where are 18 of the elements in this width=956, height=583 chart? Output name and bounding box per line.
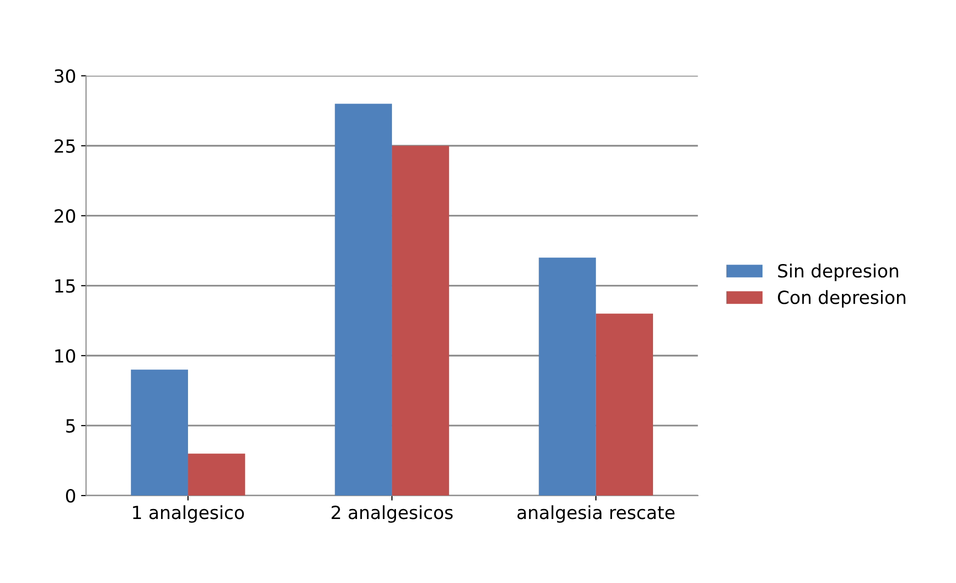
y-tick-label: 10 [55, 349, 76, 363]
y-tick-label: 5 [66, 419, 75, 433]
x-tick-label: analgesia rescate [517, 505, 674, 523]
bar [334, 104, 392, 496]
y-tick-label: 15 [55, 279, 75, 293]
legend-label: Sin depresion [778, 264, 898, 282]
x-tick-label: 1 analgesico [133, 505, 244, 523]
y-tick-label: 20 [54, 209, 76, 223]
bar [392, 146, 450, 496]
y-tick-label: 0 [66, 489, 76, 503]
y-tick-label: 30 [54, 69, 76, 83]
bar [538, 258, 596, 496]
legend-label: Con depresion [778, 290, 906, 308]
bar [596, 314, 654, 496]
bar [188, 454, 246, 496]
bar [130, 370, 188, 496]
y-tick-label: 25 [54, 139, 75, 153]
x-tick-label: 2 analgesicos [332, 505, 453, 523]
